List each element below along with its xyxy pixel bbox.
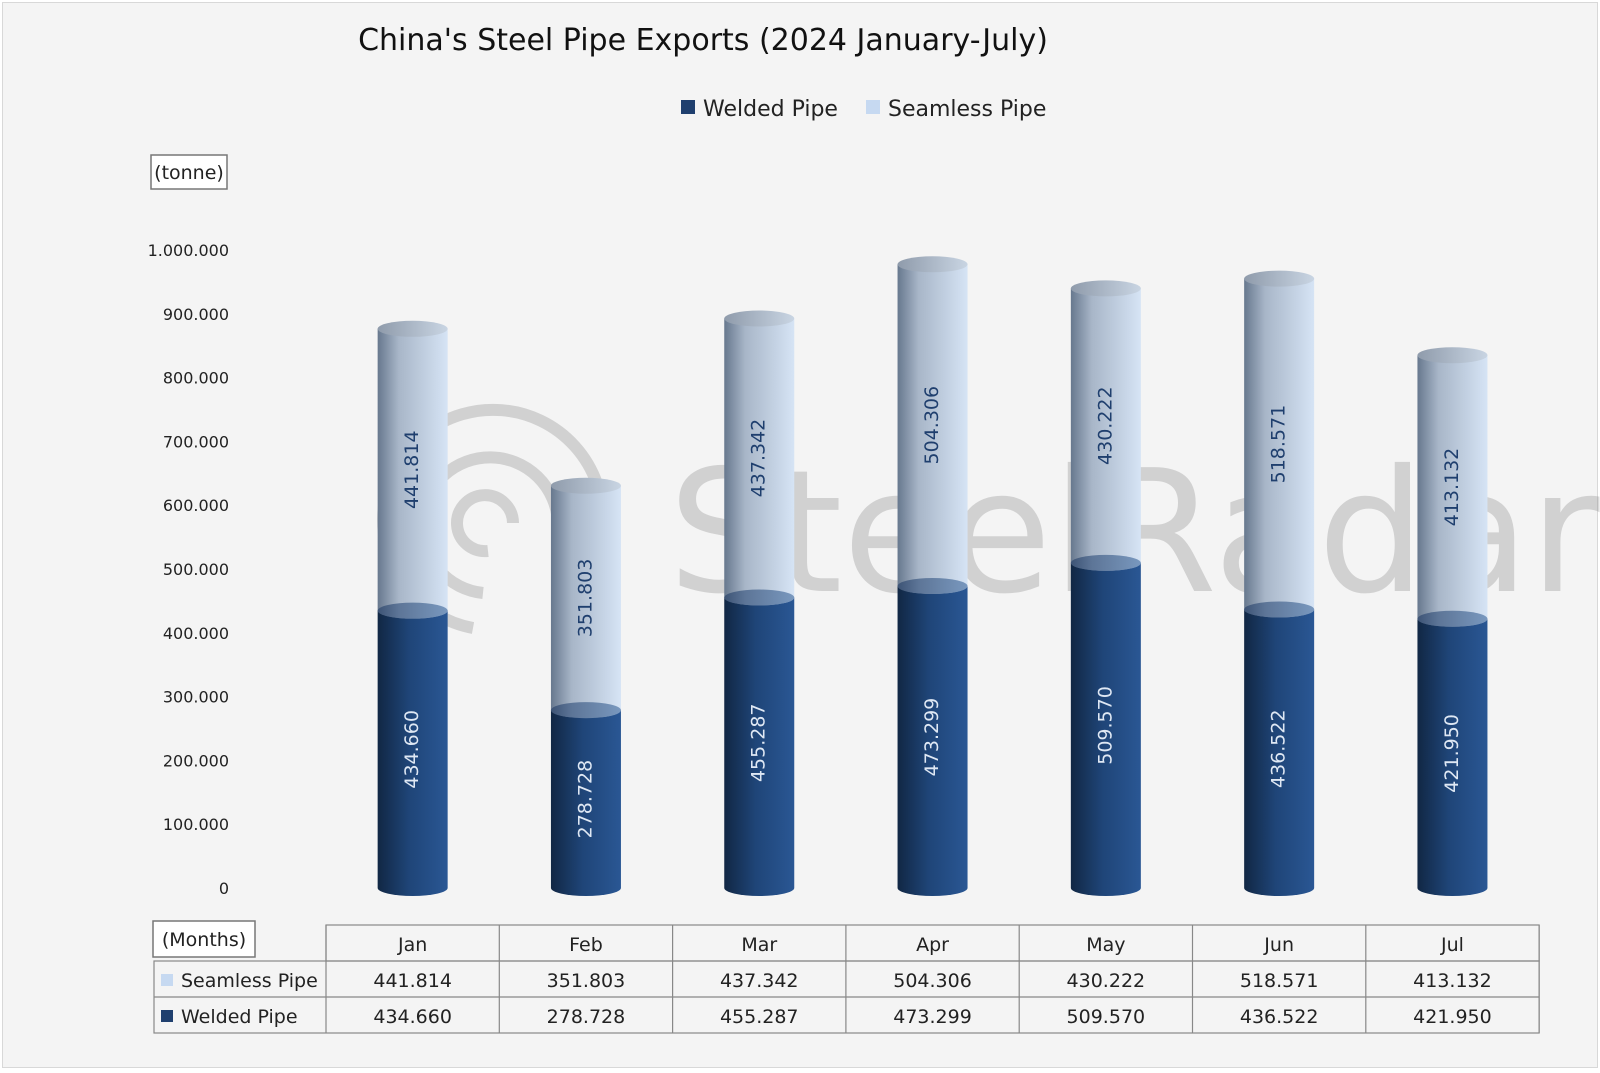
y-axis: 0 100.000 200.000 300.000 400.000 500.000 600.… (148, 241, 229, 898)
table-cell: 430.222 (1067, 970, 1146, 992)
bar-group-jan: 434.660 441.814 (377, 320, 448, 896)
data-label-welded: 436.522 (1268, 709, 1290, 788)
table-row-swatch (161, 1010, 173, 1022)
bar-group-jul: 421.950 413.132 (1417, 347, 1488, 896)
bar-seamless-top (724, 310, 795, 327)
data-label-seamless: 518.571 (1268, 405, 1290, 484)
bars: 434.660 441.814 278.728 351.803 455.287 437.3… (377, 256, 1488, 896)
y-tick-label: 100.000 (163, 815, 229, 834)
y-tick-label: 800.000 (163, 369, 229, 388)
bar-welded (724, 597, 795, 896)
bar-seamless (724, 318, 795, 606)
bar-welded (377, 610, 448, 896)
bar-welded (897, 586, 968, 896)
table-cell: 437.342 (720, 970, 799, 992)
table-cell: 455.287 (720, 1006, 799, 1028)
bar-seamless-top (377, 320, 448, 337)
table-row-swatch (161, 974, 173, 986)
table-header-mar: Mar (741, 934, 777, 956)
bar-welded (1244, 609, 1315, 896)
y-tick-label: 0 (219, 879, 229, 898)
table-row-name: Seamless Pipe (181, 970, 318, 992)
data-label-seamless: 437.342 (748, 419, 770, 498)
bar-seamless (377, 328, 448, 619)
data-label-seamless: 413.132 (1441, 448, 1463, 527)
chart: SteelRadar China's Steel Pipe Exports (2… (148, 23, 1600, 1034)
data-label-welded: 434.660 (401, 710, 423, 789)
table-cell: 441.814 (373, 970, 452, 992)
y-tick-label: 700.000 (163, 432, 229, 451)
y-tick-label: 200.000 (163, 751, 229, 770)
bar-welded (550, 710, 621, 896)
bar-seamless-top (550, 477, 621, 494)
data-table: (Months) Jan Feb Mar Apr May Jun Jul Seamless P… (152, 920, 1540, 1034)
bar-seamless-top (1070, 280, 1141, 297)
y-tick-label: 500.000 (163, 560, 229, 579)
data-label-welded: 278.728 (574, 760, 596, 839)
bar-seamless (550, 485, 621, 719)
data-label-welded: 455.287 (748, 703, 770, 782)
bar-welded-top (724, 589, 795, 606)
bar-group-feb: 278.728 351.803 (550, 477, 621, 896)
data-label-welded: 421.950 (1441, 714, 1463, 793)
table-cell: 509.570 (1067, 1006, 1146, 1028)
table-header-apr: Apr (916, 934, 949, 956)
legend-swatch-seamless (866, 100, 880, 114)
table-cell: 434.660 (373, 1006, 452, 1028)
data-label-seamless: 504.306 (921, 386, 943, 465)
bar-welded-top (1070, 554, 1141, 571)
legend-label-seamless: Seamless Pipe (888, 97, 1046, 122)
legend-label-welded: Welded Pipe (703, 97, 838, 122)
table-cell: 278.728 (547, 1006, 626, 1028)
bar-welded-top (897, 578, 968, 595)
unit-label: (tonne) (154, 162, 224, 184)
data-label-seamless: 351.803 (574, 559, 596, 638)
table-header-jan: Jan (397, 934, 427, 956)
bar-group-may: 509.570 430.222 (1070, 280, 1141, 896)
bar-welded-top (1244, 601, 1315, 618)
chart-title: China's Steel Pipe Exports (2024 January… (358, 23, 1048, 58)
bar-seamless (1417, 355, 1488, 627)
table-row-name: Welded Pipe (181, 1006, 298, 1028)
table-header-may: May (1086, 934, 1125, 956)
bar-seamless (1244, 278, 1315, 618)
table-header-feb: Feb (569, 934, 603, 956)
bar-seamless (1070, 288, 1141, 571)
y-tick-label: 1.000.000 (148, 241, 229, 260)
bar-seamless-top (897, 256, 968, 273)
table-cell: 518.571 (1240, 970, 1319, 992)
bar-group-apr: 473.299 504.306 (897, 256, 968, 896)
bar-group-jun: 436.522 518.571 (1244, 270, 1315, 896)
bar-group-mar: 455.287 437.342 (724, 310, 795, 896)
table-cell: 421.950 (1413, 1006, 1492, 1028)
table-header-jun: Jun (1263, 934, 1294, 956)
bar-seamless-top (1244, 270, 1315, 287)
table-cell: 473.299 (893, 1006, 972, 1028)
y-tick-label: 300.000 (163, 688, 229, 707)
x-axis-label: (Months) (162, 929, 246, 951)
bar-welded (1070, 562, 1141, 896)
legend: Welded Pipe Seamless Pipe (681, 97, 1046, 122)
table-cell: 504.306 (893, 970, 972, 992)
bar-seamless-top (1417, 347, 1488, 364)
bar-welded-top (550, 702, 621, 719)
legend-swatch-welded (681, 100, 695, 114)
table-cell: 436.522 (1240, 1006, 1319, 1028)
data-label-welded: 509.570 (1094, 686, 1116, 765)
unit-label-box: (tonne) (150, 154, 228, 190)
table-cell: 413.132 (1413, 970, 1492, 992)
bar-welded-top (377, 602, 448, 619)
data-label-seamless: 430.222 (1094, 386, 1116, 465)
table-cell: 351.803 (547, 970, 626, 992)
data-label-welded: 473.299 (921, 698, 943, 777)
data-label-seamless: 441.814 (401, 430, 423, 509)
bar-welded (1417, 618, 1488, 896)
y-tick-label: 900.000 (163, 305, 229, 324)
y-tick-label: 400.000 (163, 624, 229, 643)
table-header-jul: Jul (1440, 934, 1464, 956)
bar-welded-top (1417, 610, 1488, 627)
y-tick-label: 600.000 (163, 496, 229, 515)
bar-seamless (897, 264, 968, 595)
